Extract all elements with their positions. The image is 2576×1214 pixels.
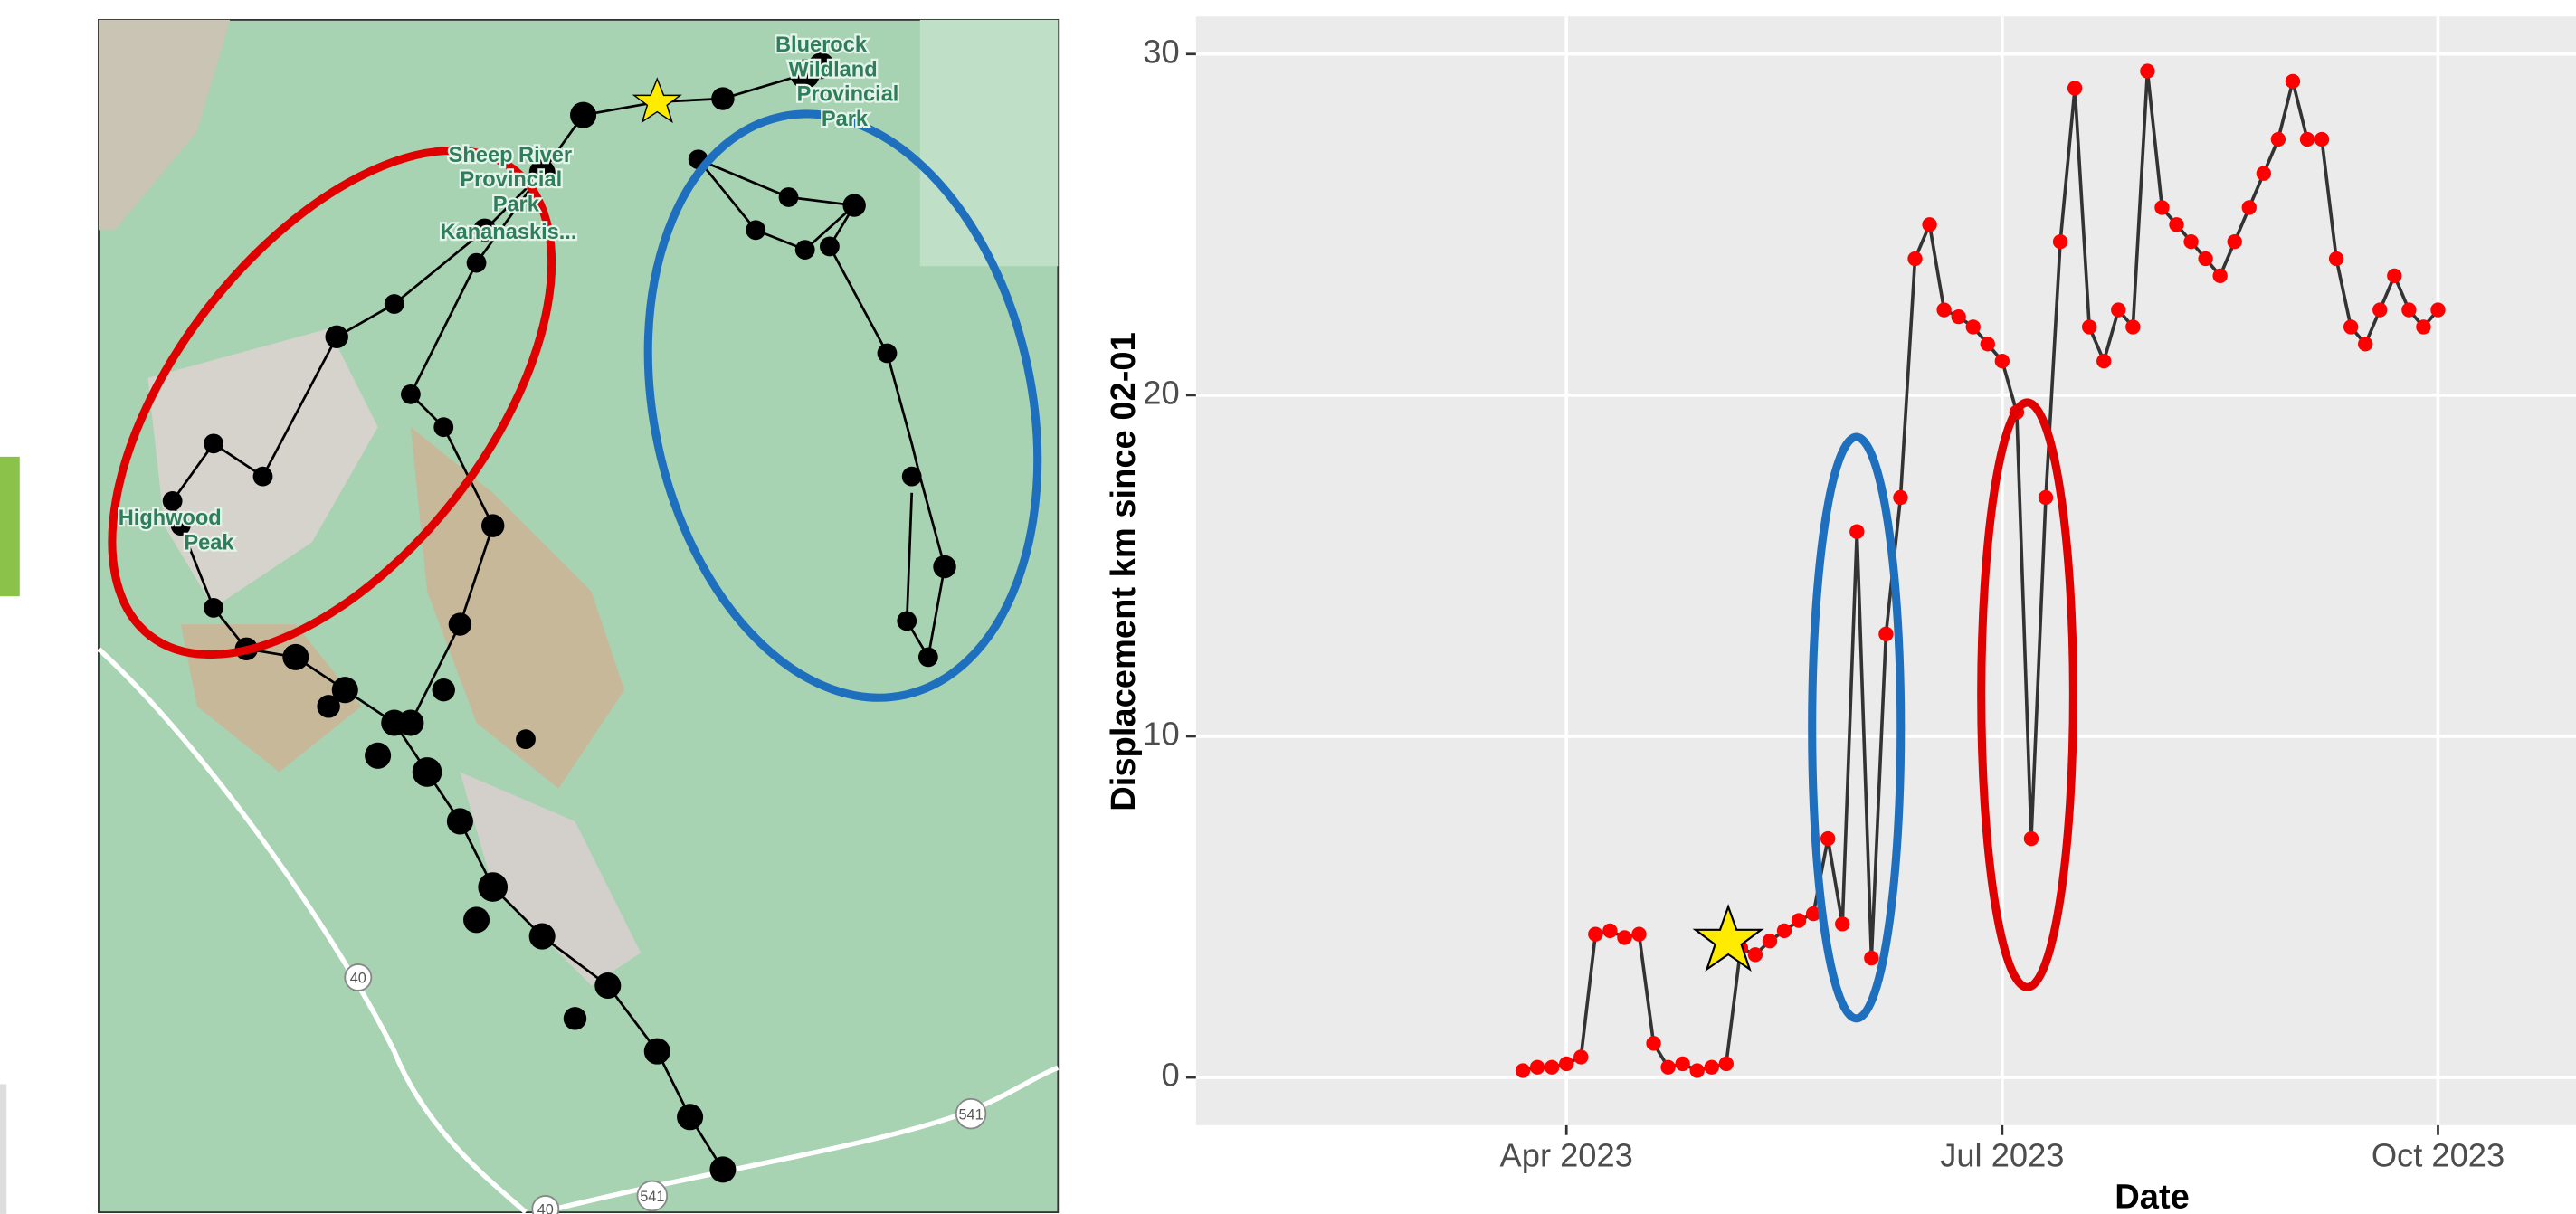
point <box>2241 200 2257 215</box>
y-tick-label: 0 <box>1161 1057 1179 1094</box>
point <box>1617 930 1632 945</box>
map-label: Highwood <box>119 507 222 530</box>
road-shield: 40 <box>537 1202 554 1214</box>
road-shield: 541 <box>640 1189 664 1205</box>
point <box>1718 1056 1734 1072</box>
y-tick-label: 20 <box>1143 374 1179 411</box>
point <box>1602 923 1618 939</box>
point <box>1980 337 1995 352</box>
point <box>2343 319 2359 335</box>
map-label: Sheep River <box>449 144 572 167</box>
point <box>2372 302 2388 318</box>
x-tick-label: Oct 2023 <box>2372 1137 2505 1174</box>
map-label: Peak <box>184 531 234 555</box>
point <box>2052 233 2068 250</box>
point <box>2358 337 2373 352</box>
map-ellipse-blue <box>643 109 1042 702</box>
point <box>2299 131 2315 147</box>
point <box>1646 1036 1661 1051</box>
point <box>1762 934 1778 949</box>
x-tick-label: Apr 2023 <box>1500 1137 1633 1174</box>
side-tab <box>0 456 20 597</box>
point <box>2270 131 2286 147</box>
point <box>1689 1063 1705 1078</box>
point <box>2067 81 2083 96</box>
point <box>1573 1049 1589 1065</box>
point <box>1936 302 1952 318</box>
point <box>1675 1056 1690 1072</box>
map: Bluerock Wildland Provincial Park Sheep … <box>97 18 1060 1214</box>
point <box>2416 319 2431 335</box>
point <box>1704 1059 1719 1075</box>
map-label: Provincial <box>460 168 562 192</box>
x-tick-label: Jul 2023 <box>1940 1137 2064 1174</box>
point <box>2387 268 2402 284</box>
point <box>1893 489 1908 506</box>
point <box>1922 217 1937 232</box>
point <box>1776 923 1792 939</box>
point <box>2111 302 2126 318</box>
point <box>2401 302 2417 318</box>
point <box>2227 233 2242 250</box>
y-tick-label: 10 <box>1143 716 1179 753</box>
point <box>1660 1059 1676 1075</box>
point <box>2198 251 2213 267</box>
point <box>1791 913 1807 928</box>
x-axis-title: Date <box>2115 1178 2190 1214</box>
map-label: Kananaskis... <box>441 221 577 244</box>
road-shield: 40 <box>350 971 366 987</box>
point <box>2082 319 2097 335</box>
point <box>1544 1059 1560 1075</box>
point <box>1864 950 1879 966</box>
point <box>2285 73 2301 90</box>
point <box>2140 63 2155 79</box>
point <box>2169 217 2184 232</box>
point <box>2314 131 2330 147</box>
y-tick-label: 30 <box>1143 33 1179 70</box>
map-label: Provincial <box>797 83 899 107</box>
point <box>1515 1063 1531 1078</box>
point <box>1529 1059 1545 1075</box>
y-axis-title: Displacement km since 02-01 <box>1104 332 1143 811</box>
map-label: Wildland <box>789 58 878 81</box>
point <box>2430 302 2446 318</box>
point <box>1559 1056 1574 1072</box>
point <box>1588 926 1603 942</box>
point <box>1849 524 1865 539</box>
point <box>2096 353 2112 369</box>
point <box>2038 489 2054 506</box>
road-shield: 541 <box>958 1106 983 1123</box>
point <box>2256 166 2271 181</box>
point <box>1820 830 1836 847</box>
point <box>1965 319 1981 335</box>
point <box>2328 251 2344 267</box>
point <box>1994 353 2010 369</box>
point <box>2212 268 2228 284</box>
map-label: Park <box>822 108 869 131</box>
edge-box <box>0 1084 7 1214</box>
overlay <box>1692 398 2077 1023</box>
series-line <box>1522 71 2439 1073</box>
point <box>1747 947 1763 963</box>
point <box>1878 626 1894 641</box>
point <box>2023 830 2039 847</box>
point <box>2125 319 2141 335</box>
map-label: Bluerock <box>775 33 868 57</box>
point <box>1907 251 1923 267</box>
point <box>2183 233 2199 250</box>
map-ellipse-red <box>108 146 556 659</box>
point <box>1835 916 1850 932</box>
point <box>1631 926 1647 942</box>
map-star <box>632 77 682 124</box>
point <box>2154 200 2170 215</box>
point <box>1805 906 1821 922</box>
point <box>1951 308 1966 325</box>
map-label: Park <box>493 193 540 216</box>
